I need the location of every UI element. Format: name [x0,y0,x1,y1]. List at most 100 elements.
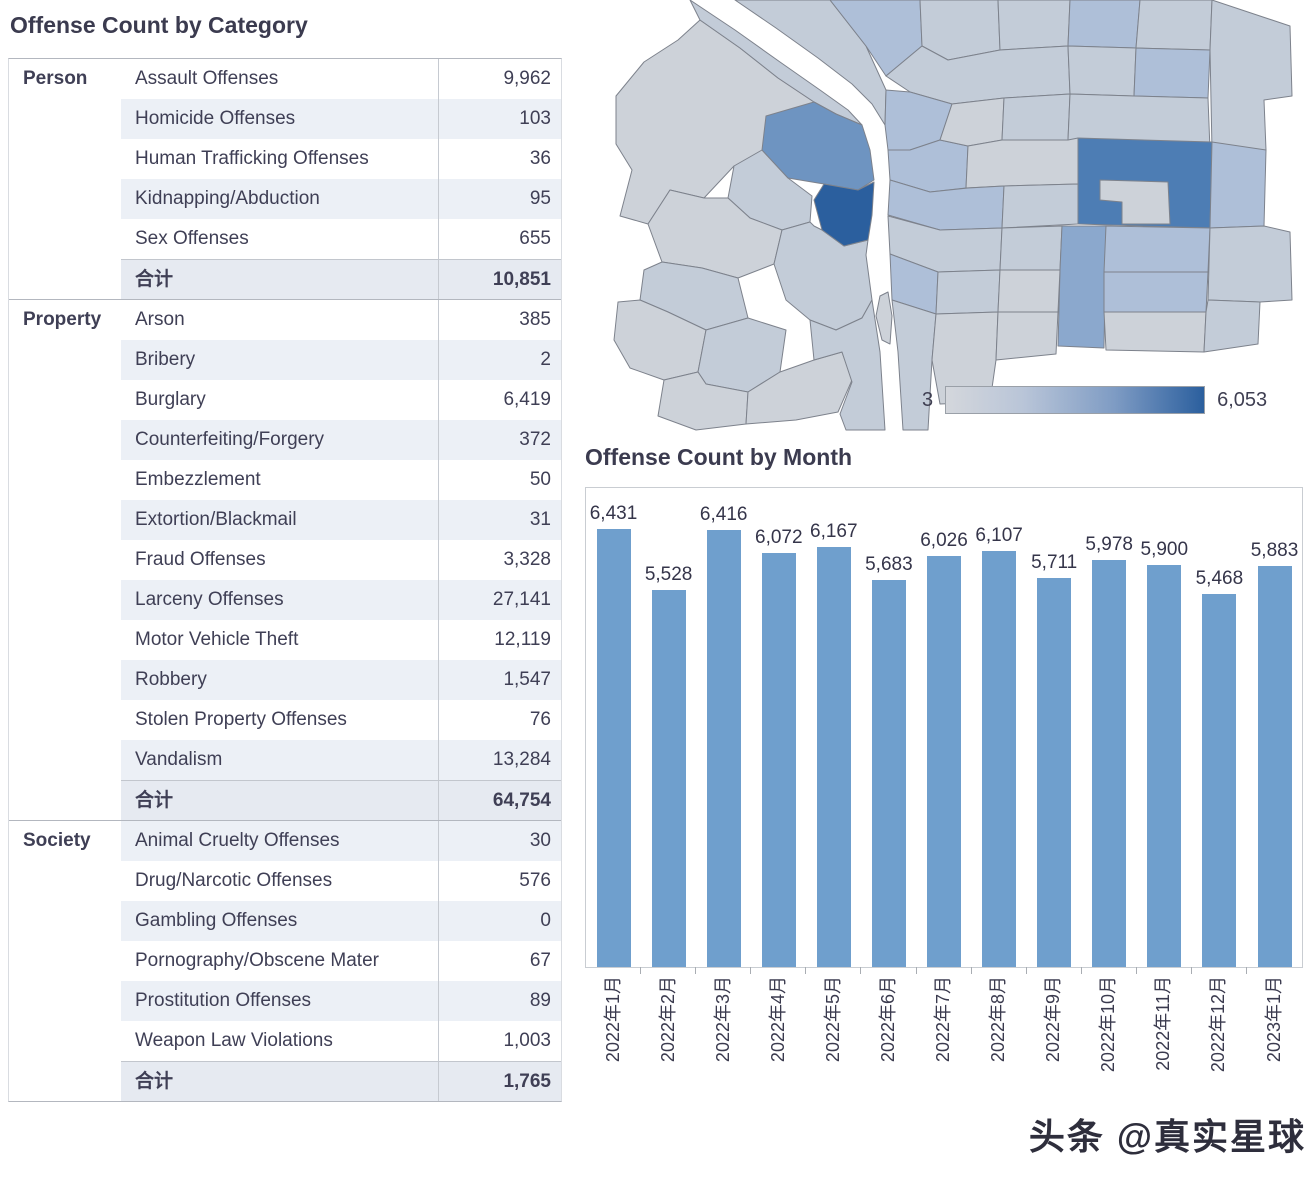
map-region[interactable] [657,371,749,431]
bar[interactable] [1202,594,1237,967]
map-region[interactable] [1099,179,1171,225]
category-label [9,740,121,780]
table-row[interactable]: Sex Offenses 655 [9,219,561,259]
bar[interactable] [1092,560,1127,967]
bar[interactable] [1257,566,1292,967]
table-row[interactable]: Bribery 2 [9,340,561,380]
table-row[interactable]: Person Assault Offenses 9,962 [9,59,561,99]
category-label: Person [9,59,121,99]
total-row[interactable]: 合计 1,765 [9,1061,561,1101]
category-label [9,981,121,1021]
total-row[interactable]: 合计 64,754 [9,780,561,820]
offense-count: 655 [438,219,561,259]
offense-count: 385 [438,300,561,340]
x-axis-tick [1025,967,1027,974]
bar[interactable] [596,529,631,967]
x-axis-label: 2022年6月 [877,976,898,1063]
bar[interactable] [706,530,741,967]
bar[interactable] [871,580,906,967]
map-region[interactable] [995,311,1059,361]
map-region[interactable] [1135,0,1213,51]
offense-label: Drug/Narcotic Offenses [121,861,438,901]
total-row[interactable]: 合计 10,851 [9,259,561,299]
category-label [9,500,121,540]
total-value: 10,851 [438,259,561,299]
map-region[interactable] [1103,225,1211,273]
offense-label: Animal Cruelty Offenses [121,821,438,861]
x-axis-tick [750,967,752,974]
month-chart-title: Offense Count by Month [585,444,853,470]
bar[interactable] [816,547,851,967]
map-region[interactable] [1001,183,1079,229]
table-row[interactable]: Kidnapping/Abduction 95 [9,179,561,219]
color-legend: 3 6,053 [922,386,1267,414]
bar[interactable] [927,556,961,967]
offense-count: 103 [438,99,561,139]
map-region[interactable] [965,137,1079,189]
table-row[interactable]: Drug/Narcotic Offenses 576 [9,861,561,901]
map-region[interactable] [935,269,1001,315]
bar[interactable] [1147,565,1182,967]
map-region[interactable] [1067,0,1141,49]
table-row[interactable]: Extortion/Blackmail 31 [9,500,561,540]
bar[interactable] [651,590,686,967]
map-region[interactable] [1001,93,1071,141]
table-row[interactable]: Gambling Offenses 0 [9,901,561,941]
offense-count: 30 [438,821,561,861]
map-region[interactable] [999,225,1063,271]
table-row[interactable]: Weapon Law Violations 1,003 [9,1021,561,1061]
table-row[interactable]: Motor Vehicle Theft 12,119 [9,620,561,660]
x-axis-label: 2022年11月 [1153,976,1174,1071]
map-region[interactable] [1209,141,1267,229]
map-region[interactable] [1133,47,1211,99]
map-region[interactable] [1057,225,1107,349]
legend-min-label: 3 [922,388,934,411]
offense-count: 6,419 [438,380,561,420]
table-row[interactable]: Prostitution Offenses 89 [9,981,561,1021]
bar[interactable] [761,553,796,967]
map-region[interactable] [813,181,875,247]
offense-label: Fraud Offenses [121,540,438,580]
total-label: 合计 [121,259,438,299]
table-row[interactable]: Society Animal Cruelty Offenses 30 [9,820,561,861]
bar[interactable] [982,551,1017,967]
x-axis-label: 2022年12月 [1208,976,1229,1073]
map-region[interactable] [809,299,886,431]
table-row[interactable]: Property Arson 385 [9,299,561,340]
map-region[interactable] [761,101,875,191]
category-table: Person Assault Offenses 9,962 Homicide Offe… [8,58,562,1102]
category-label [9,780,121,820]
map-region[interactable] [1203,299,1261,353]
table-row[interactable]: Human Trafficking Offenses 36 [9,139,561,179]
map-region[interactable] [997,269,1061,313]
bar[interactable] [1037,578,1072,967]
table-row[interactable]: Counterfeiting/Forgery 372 [9,420,561,460]
choropleth-map-canvas[interactable] [600,0,1314,434]
map-region[interactable] [1209,0,1293,151]
map-region[interactable] [997,0,1071,51]
map-region[interactable] [1207,225,1293,303]
table-row[interactable]: Homicide Offenses 103 [9,99,561,139]
map-region[interactable] [1103,311,1207,353]
offense-label: Bribery [121,340,438,380]
table-row[interactable]: Robbery 1,547 [9,660,561,700]
table-row[interactable]: Stolen Property Offenses 76 [9,700,561,740]
offense-label: Gambling Offenses [121,901,438,941]
table-row[interactable]: Fraud Offenses 3,328 [9,540,561,580]
table-row[interactable]: Pornography/Obscene Mater 67 [9,941,561,981]
table-row[interactable]: Vandalism 13,284 [9,740,561,780]
category-label [9,620,121,660]
offense-label: Assault Offenses [121,59,438,99]
bar-value-label: 6,072 [755,527,803,548]
offense-count: 27,141 [438,580,561,620]
table-row[interactable]: Embezzlement 50 [9,460,561,500]
offense-count: 89 [438,981,561,1021]
map-region[interactable] [1067,45,1137,97]
map-region[interactable] [773,221,873,331]
map-region[interactable] [875,291,893,345]
x-axis-tick [695,967,697,974]
map-region[interactable] [1103,271,1209,313]
bar-value-label: 6,107 [975,525,1023,546]
table-row[interactable]: Larceny Offenses 27,141 [9,580,561,620]
table-row[interactable]: Burglary 6,419 [9,380,561,420]
